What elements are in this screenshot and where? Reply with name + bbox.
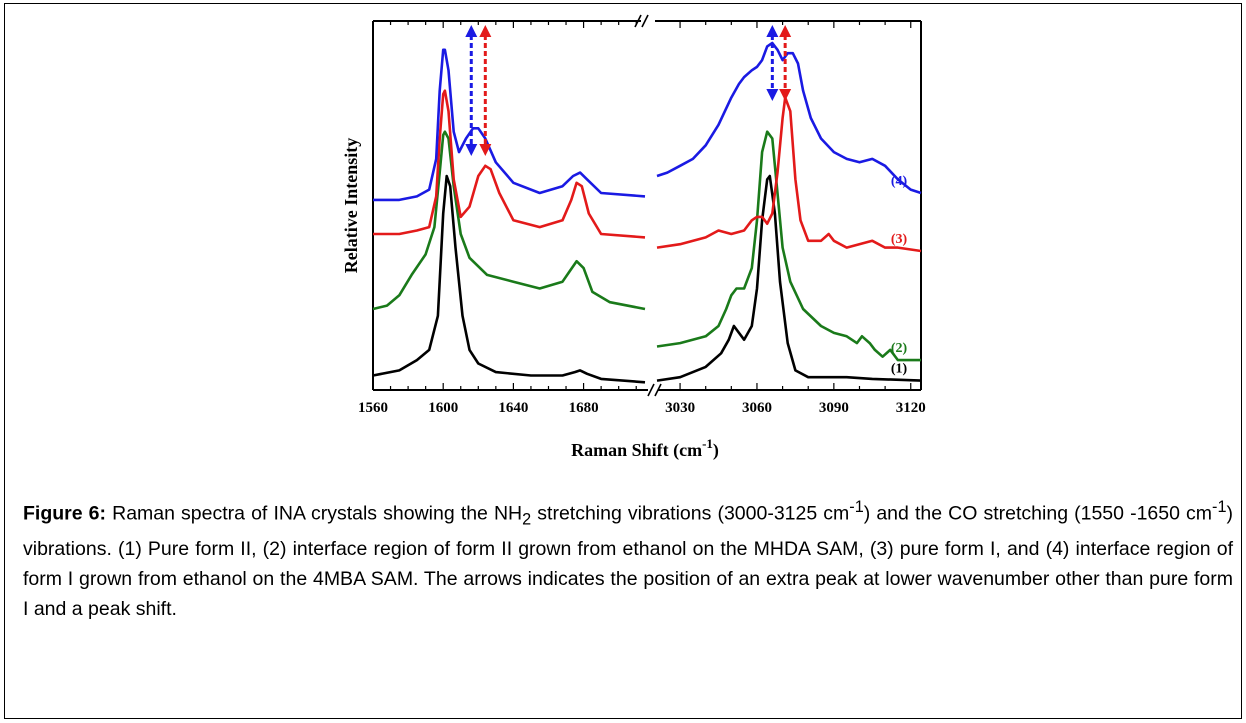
series-1-right-line xyxy=(656,174,922,382)
figure-frame: 1560 1600 1640 1680 3030 3060 3090 3120 (1) (2) (3… xyxy=(4,3,1242,719)
right-x-tick-label: 3090 xyxy=(819,400,849,416)
arrow-head-up-1 xyxy=(465,25,478,37)
right-x-tick-label: 3030 xyxy=(665,400,695,416)
left-x-tick-label: 1680 xyxy=(569,400,599,416)
left-x-tick-label: 1600 xyxy=(428,400,458,416)
series-3-left-line xyxy=(373,89,646,239)
series-2-right-line xyxy=(656,130,921,362)
series-1-left-line xyxy=(372,174,646,384)
series-3-right-line xyxy=(656,96,922,253)
arrow-head-down-4 xyxy=(779,89,792,101)
series-4-left-line xyxy=(373,48,646,202)
caption-label: Figure 6: xyxy=(23,502,107,525)
arrow-head-up-4 xyxy=(779,25,792,37)
caption-sub-2: 2 xyxy=(522,510,532,529)
right-x-tick-label: 3120 xyxy=(896,400,926,416)
caption-text-2: stretching vibrations (3000-3125 cm xyxy=(531,502,850,525)
x-axis-label: Raman Shift (cm-1) xyxy=(571,436,719,461)
axis-break-mark xyxy=(654,383,662,397)
arrow-head-down-1 xyxy=(465,144,478,156)
arrow-head-down-2 xyxy=(479,144,492,156)
series-4-label: (4) xyxy=(891,174,908,189)
series-3-label: (3) xyxy=(891,232,908,247)
caption-sup-2: -1 xyxy=(1212,498,1227,516)
right-x-tick-label: 3060 xyxy=(742,400,772,416)
caption-text-4: ) vibrations. (1) Pure form II, (2) inte… xyxy=(23,502,1233,621)
y-axis-label: Relative Intensity xyxy=(341,138,361,273)
figure-caption: Figure 6: Raman spectra of INA crystals … xyxy=(23,492,1233,624)
left-x-tick-label: 1560 xyxy=(358,400,388,416)
caption-text-1: Raman spectra of INA crystals showing th… xyxy=(106,502,523,525)
arrow-head-up-3 xyxy=(766,25,779,37)
series-4-right-line xyxy=(656,41,922,195)
series-2-left-line xyxy=(372,130,646,311)
caption-sup-1: -1 xyxy=(849,498,864,516)
axis-break-mark xyxy=(647,383,655,397)
arrow-head-up-2 xyxy=(479,25,492,37)
raman-chart: 1560 1600 1640 1680 3030 3060 3090 3120 (1) (2) (3… xyxy=(341,14,926,461)
caption-text-3: ) and the CO stretching (1550 -1650 cm xyxy=(863,502,1213,525)
series-2-label: (2) xyxy=(891,341,908,356)
arrow-head-down-3 xyxy=(766,89,779,101)
series-1-label: (1) xyxy=(891,362,908,377)
left-x-tick-label: 1640 xyxy=(498,400,528,416)
axis-break-mark xyxy=(641,14,649,28)
